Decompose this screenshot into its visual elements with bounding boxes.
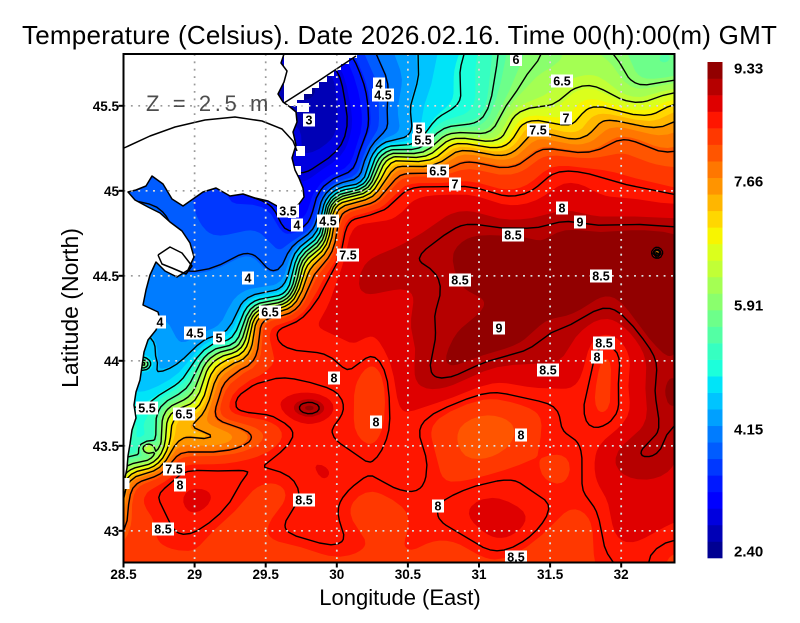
svg-text:28.5: 28.5	[110, 567, 137, 582]
svg-text:8: 8	[373, 415, 380, 429]
svg-text:8.5: 8.5	[295, 493, 312, 507]
svg-text:7.66: 7.66	[734, 174, 763, 191]
svg-text:6.5: 6.5	[429, 164, 446, 178]
svg-text:8.5: 8.5	[592, 269, 609, 283]
svg-text:8.5: 8.5	[595, 336, 612, 350]
svg-text:8: 8	[559, 201, 566, 215]
svg-text:4.5: 4.5	[186, 326, 203, 340]
svg-text:8.5: 8.5	[507, 550, 524, 564]
svg-text:4: 4	[157, 315, 164, 329]
svg-text:43.5: 43.5	[93, 439, 120, 454]
svg-text:Z = 2.5 m: Z = 2.5 m	[146, 91, 272, 116]
svg-text:6.5: 6.5	[553, 74, 570, 88]
svg-text:6.5: 6.5	[175, 407, 192, 421]
svg-text:4: 4	[245, 271, 252, 285]
svg-text:3.5: 3.5	[279, 204, 296, 218]
svg-text:8: 8	[177, 478, 184, 492]
svg-text:44: 44	[104, 354, 120, 369]
svg-text:7: 7	[452, 177, 459, 191]
svg-text:5: 5	[416, 122, 423, 136]
svg-text:3: 3	[306, 113, 313, 127]
svg-text:4.15: 4.15	[734, 422, 763, 439]
svg-text:45.5: 45.5	[93, 99, 120, 114]
svg-text:Temperature (Celsius). Date 20: Temperature (Celsius). Date 2026.02.16. …	[22, 20, 777, 50]
svg-text:43: 43	[104, 524, 120, 539]
svg-text:8.5: 8.5	[504, 228, 521, 242]
svg-text:Latitude (North): Latitude (North)	[57, 228, 83, 388]
svg-text:32: 32	[614, 567, 629, 582]
svg-text:30.5: 30.5	[395, 567, 422, 582]
svg-text:8: 8	[594, 350, 601, 364]
svg-text:30: 30	[329, 567, 344, 582]
svg-text:7.5: 7.5	[165, 462, 182, 476]
svg-text:5.5: 5.5	[138, 401, 155, 415]
svg-text:9: 9	[496, 321, 503, 335]
svg-text:44.5: 44.5	[93, 269, 120, 284]
svg-text:8.5: 8.5	[539, 363, 556, 377]
svg-text:9: 9	[577, 215, 584, 229]
svg-text:5.5: 5.5	[414, 133, 431, 147]
svg-text:7: 7	[563, 111, 570, 125]
svg-text:29.5: 29.5	[253, 567, 280, 582]
svg-text:8.5: 8.5	[451, 273, 468, 287]
svg-text:31.5: 31.5	[537, 567, 564, 582]
svg-text:4: 4	[376, 77, 383, 91]
svg-text:8: 8	[331, 371, 338, 385]
svg-text:6: 6	[513, 53, 520, 67]
svg-text:7.5: 7.5	[529, 123, 546, 137]
svg-text:5: 5	[216, 331, 223, 345]
svg-text:8: 8	[518, 428, 525, 442]
svg-text:8: 8	[435, 499, 442, 513]
svg-text:4.5: 4.5	[319, 214, 336, 228]
svg-text:31: 31	[471, 567, 487, 582]
svg-text:9.33: 9.33	[734, 61, 763, 78]
svg-text:8.5: 8.5	[154, 522, 171, 536]
svg-text:45: 45	[104, 184, 120, 199]
svg-text:7.5: 7.5	[339, 248, 356, 262]
svg-text:6.5: 6.5	[261, 305, 278, 319]
svg-text:5.91: 5.91	[734, 298, 763, 315]
svg-text:2.40: 2.40	[734, 544, 763, 561]
svg-text:Longitude (East): Longitude (East)	[319, 585, 480, 610]
svg-text:29: 29	[187, 567, 202, 582]
svg-text:4: 4	[294, 218, 301, 232]
svg-text:4.5: 4.5	[374, 88, 391, 102]
